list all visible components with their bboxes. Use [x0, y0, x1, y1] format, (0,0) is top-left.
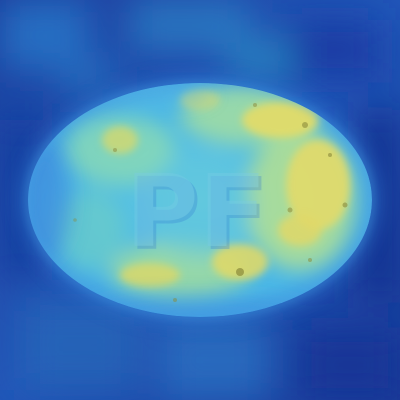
tablet-edge [26, 81, 374, 319]
speckles [73, 103, 348, 302]
imprint-shadow: PF [128, 156, 270, 273]
imprint: PF PF [125, 153, 270, 273]
imprint-text: PF [125, 153, 267, 270]
tablet: PF PF [28, 83, 372, 317]
